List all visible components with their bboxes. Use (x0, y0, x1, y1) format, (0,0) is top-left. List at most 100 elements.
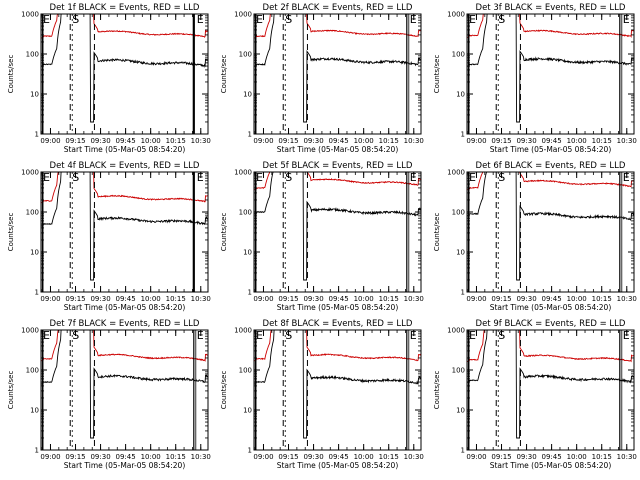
y-tick-label: 100 (239, 367, 252, 375)
y-tick-label: 1000 (21, 11, 39, 19)
x-tick-label: 10:00 (354, 295, 374, 303)
x-tick-label: 09:00 (253, 295, 273, 303)
x-tick-label: 09:30 (303, 295, 323, 303)
plot-area (467, 172, 634, 281)
x-tick-label: 10:15 (166, 137, 186, 145)
x-tick-label: 09:30 (516, 137, 536, 145)
x-tick-label: 09:45 (329, 137, 349, 145)
y-tick-label: 10 (30, 249, 39, 257)
x-tick-label: 09:30 (303, 137, 323, 145)
plot-frame (466, 171, 635, 293)
events-series-line (254, 14, 421, 123)
x-tick-label: 10:15 (166, 295, 186, 303)
lld-series-line (254, 330, 421, 362)
y-tick-label: 1000 (447, 11, 465, 19)
y-axis-title: Counts/sec (7, 55, 15, 94)
lld-series-line (41, 172, 208, 204)
x-axis-title: Start Time (05-Mar-05 08:54:20) (277, 461, 399, 470)
x-tick-label: 10:00 (567, 295, 587, 303)
x-tick-label: 09:45 (116, 453, 136, 461)
x-axis-title: Start Time (05-Mar-05 08:54:20) (490, 461, 612, 470)
y-tick-label: 100 (452, 367, 465, 375)
lld-series-line (467, 172, 634, 191)
y-tick-label: 1 (35, 131, 39, 139)
events-series-line (254, 172, 421, 281)
y-tick-label: 1 (461, 131, 465, 139)
lld-series-line (41, 330, 208, 362)
y-axis-title: Counts/sec (220, 55, 228, 94)
y-axis-title: Counts/sec (7, 371, 15, 410)
x-tick-label: 09:30 (516, 453, 536, 461)
plot-frame (466, 13, 635, 135)
y-tick-label: 100 (26, 367, 39, 375)
y-tick-label: 1 (35, 447, 39, 455)
plot-frame (40, 13, 209, 135)
y-axis-title: Counts/sec (433, 55, 441, 94)
x-tick-label: 10:30 (191, 137, 211, 145)
events-series-line (41, 14, 208, 123)
y-axis-title: Counts/sec (7, 213, 15, 252)
x-axis-title: Start Time (05-Mar-05 08:54:20) (64, 303, 186, 312)
y-axis-title: Counts/sec (433, 371, 441, 410)
x-tick-label: 09:15 (65, 137, 85, 145)
x-tick-label: 09:30 (90, 295, 110, 303)
x-tick-label: 09:30 (90, 453, 110, 461)
x-tick-label: 10:00 (141, 453, 161, 461)
x-axis-title: Start Time (05-Mar-05 08:54:20) (277, 303, 399, 312)
y-axis-title: Counts/sec (433, 213, 441, 252)
end-marker-letter: E (256, 13, 263, 26)
x-tick-label: 10:30 (191, 453, 211, 461)
x-tick-label: 09:00 (40, 453, 60, 461)
y-tick-label: 1000 (447, 169, 465, 177)
y-tick-label: 10 (456, 249, 465, 257)
plot-area (41, 330, 208, 439)
y-tick-label: 100 (26, 209, 39, 217)
plot-frame (253, 13, 422, 135)
lld-series-line (467, 14, 634, 39)
x-tick-label: 10:15 (592, 453, 612, 461)
x-tick-label: 10:30 (191, 295, 211, 303)
y-tick-label: 100 (452, 51, 465, 59)
y-tick-label: 1 (248, 289, 252, 297)
x-tick-label: 10:00 (354, 453, 374, 461)
x-tick-label: 09:00 (253, 453, 273, 461)
panel-title: Det 3f BLACK = Events, RED = LLD (476, 3, 626, 13)
x-tick-label: 09:45 (116, 137, 136, 145)
plot-area (41, 14, 208, 123)
plot-frame (40, 329, 209, 451)
x-tick-label: 09:45 (542, 295, 562, 303)
y-tick-label: 100 (26, 51, 39, 59)
x-tick-label: 10:30 (617, 295, 637, 303)
events-series-line (467, 14, 634, 123)
panel-9: Det 9f BLACK = Events, RED = LLDESE11010… (433, 319, 637, 470)
plot-area (254, 14, 421, 123)
x-axis-title: Start Time (05-Mar-05 08:54:20) (490, 145, 612, 154)
x-tick-label: 09:45 (116, 295, 136, 303)
x-axis-title: Start Time (05-Mar-05 08:54:20) (277, 145, 399, 154)
x-tick-label: 09:15 (65, 295, 85, 303)
events-series-line (467, 330, 634, 439)
x-tick-label: 10:00 (141, 295, 161, 303)
x-tick-label: 10:15 (166, 453, 186, 461)
y-tick-label: 1 (248, 131, 252, 139)
y-tick-label: 1000 (234, 327, 252, 335)
plot-area (254, 330, 421, 439)
lld-series-line (254, 172, 421, 191)
panel-3: Det 3f BLACK = Events, RED = LLDESE11010… (433, 3, 637, 154)
panel-title: Det 8f BLACK = Events, RED = LLD (263, 319, 413, 329)
panel-7: Det 7f BLACK = Events, RED = LLDESE11010… (7, 319, 211, 470)
y-tick-label: 10 (243, 91, 252, 99)
plot-frame (40, 171, 209, 293)
plot-frame (253, 329, 422, 451)
y-axis-title: Counts/sec (220, 371, 228, 410)
panel-1: Det 1f BLACK = Events, RED = LLDESE11010… (7, 3, 211, 154)
y-tick-label: 10 (30, 407, 39, 415)
panel-title: Det 2f BLACK = Events, RED = LLD (263, 3, 413, 13)
y-tick-label: 10 (243, 249, 252, 257)
panel-title: Det 7f BLACK = Events, RED = LLD (50, 319, 200, 329)
x-tick-label: 09:15 (65, 453, 85, 461)
x-tick-label: 10:00 (141, 137, 161, 145)
y-tick-label: 100 (239, 209, 252, 217)
x-tick-label: 10:15 (379, 295, 399, 303)
